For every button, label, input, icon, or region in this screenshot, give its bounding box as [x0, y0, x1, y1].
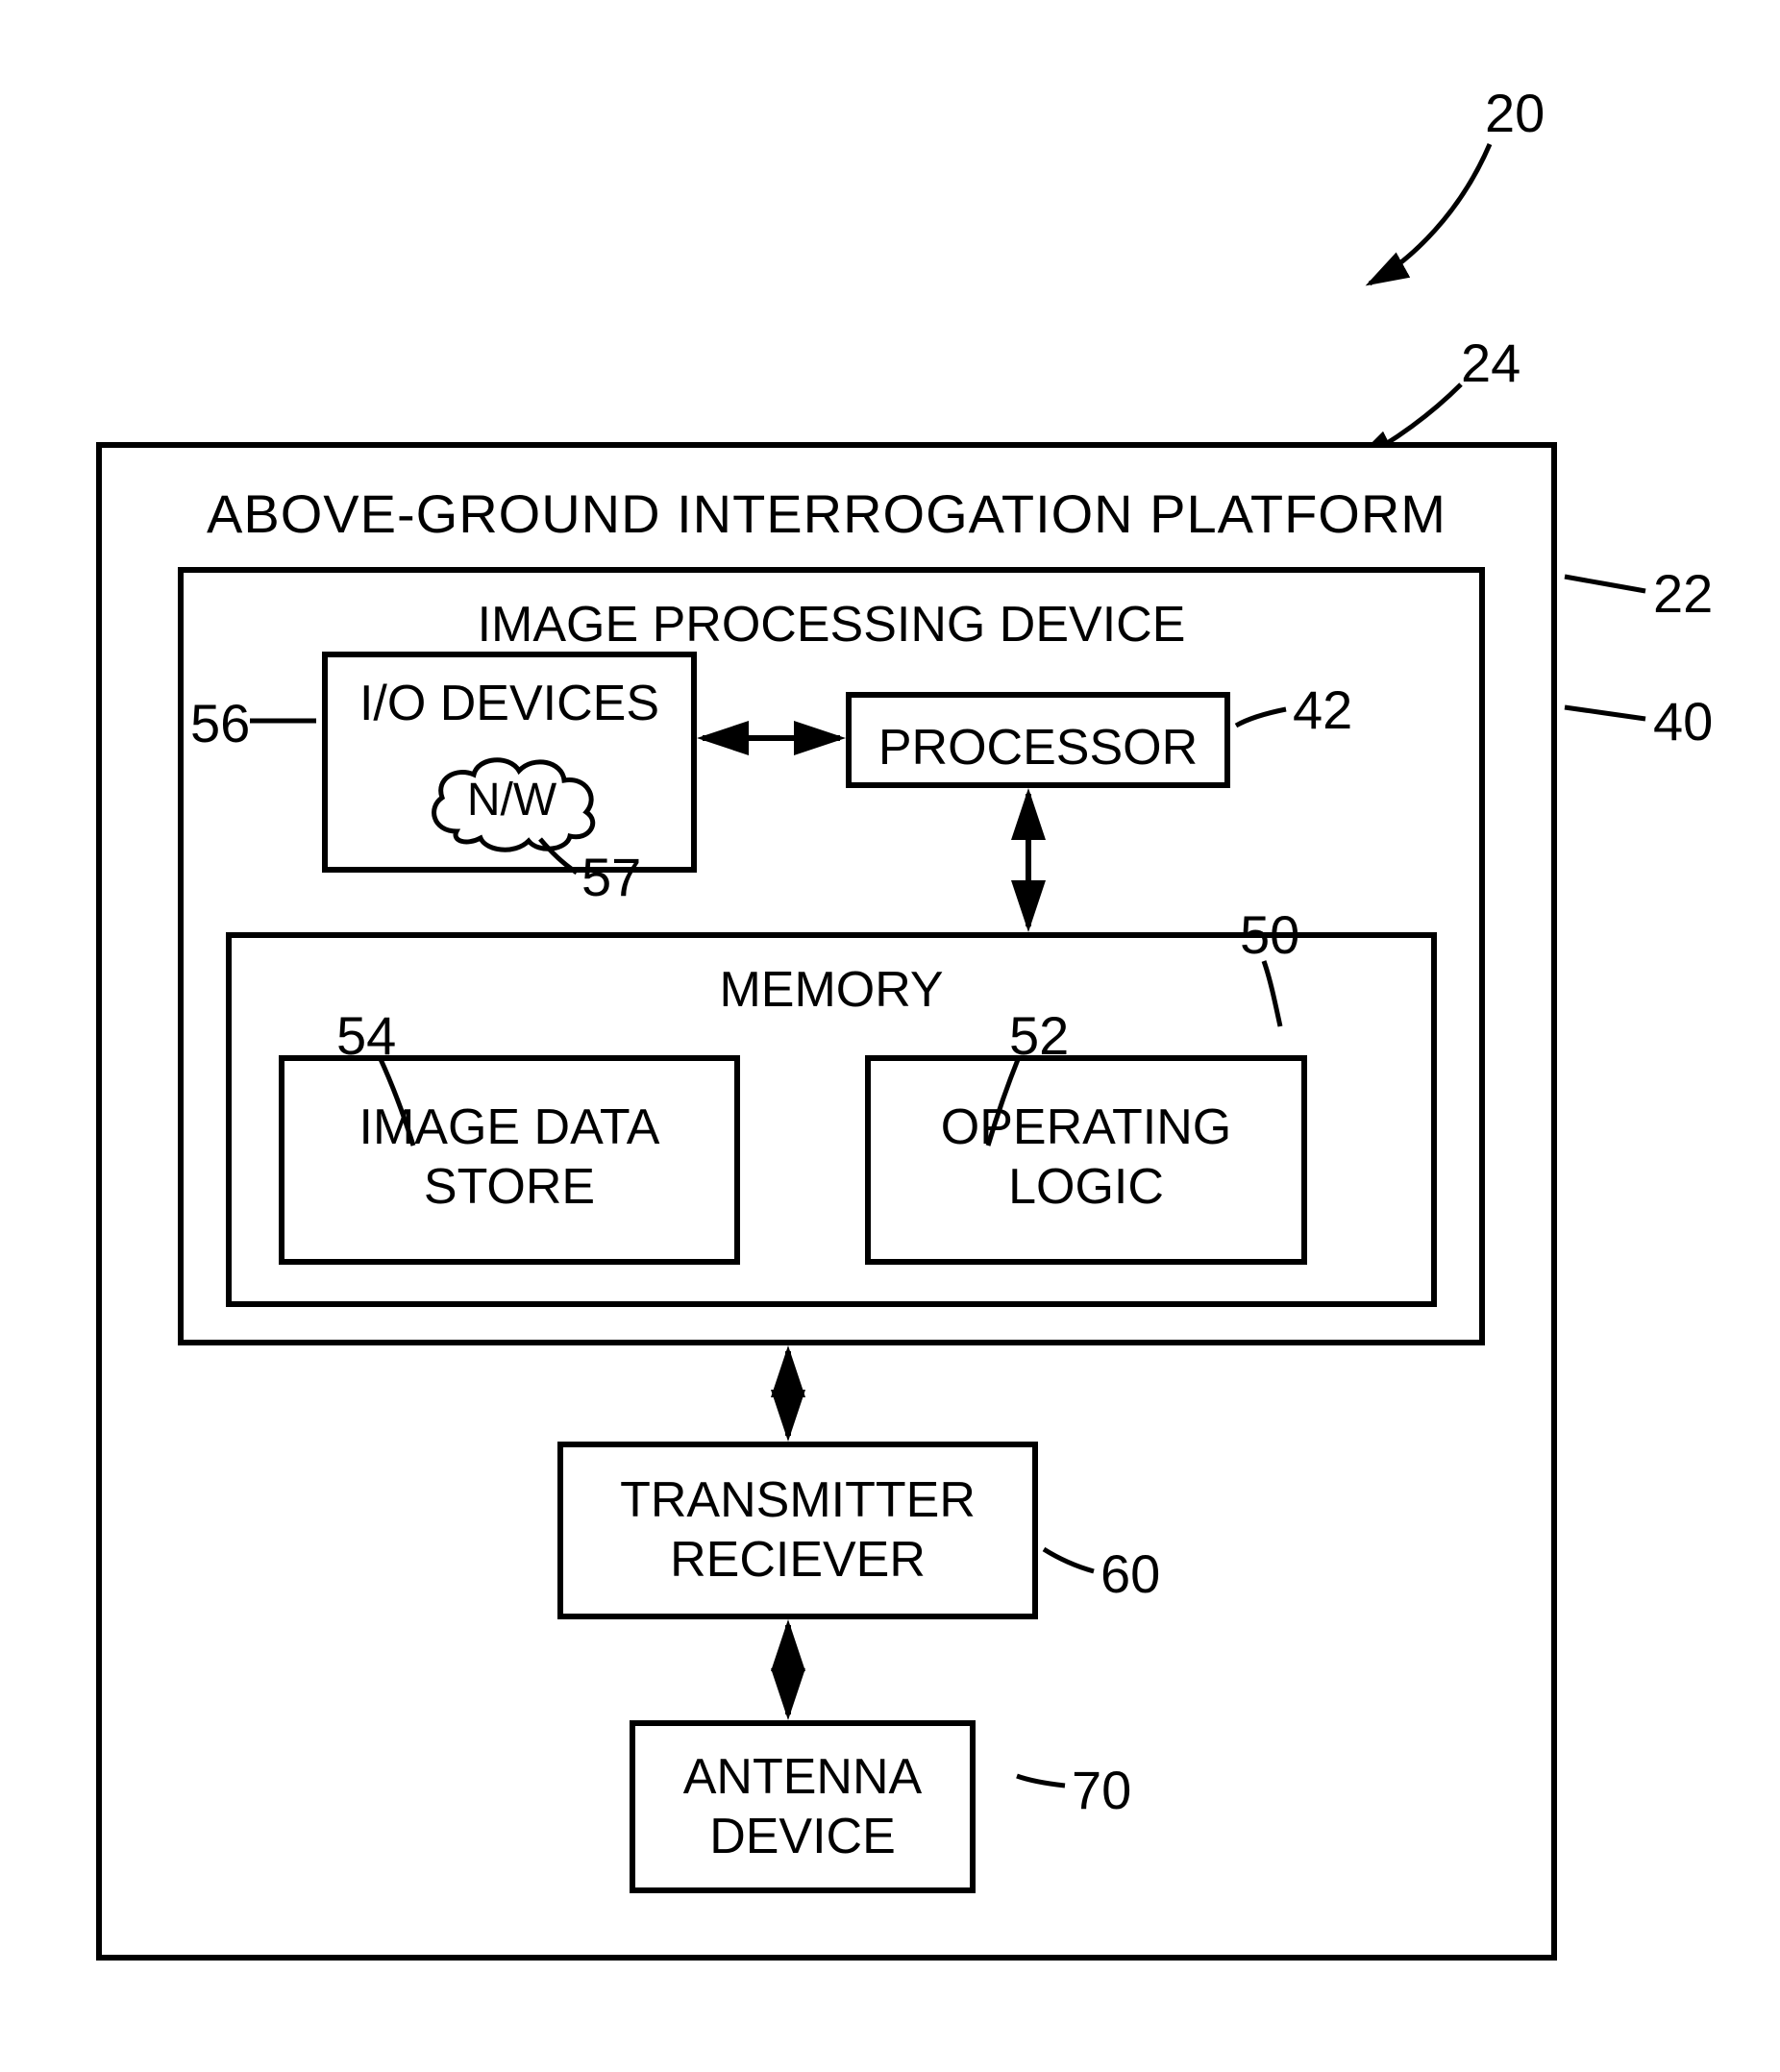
ref-54-label: 54: [336, 1004, 396, 1067]
tr-line2: RECIEVER: [670, 1532, 926, 1588]
antenna-device-box: ANTENNA DEVICE: [630, 1720, 976, 1893]
processor-box: PROCESSOR: [846, 692, 1230, 788]
antenna-device-title: ANTENNA DEVICE: [635, 1747, 970, 1867]
tr-line1: TRANSMITTER: [620, 1472, 976, 1528]
nw-cloud: N/W: [418, 750, 606, 857]
platform-title: ABOVE-GROUND INTERROGATION PLATFORM: [102, 482, 1551, 545]
ref-22-label: 22: [1653, 562, 1713, 625]
ref-40-label: 40: [1653, 690, 1713, 752]
ids-line2: STORE: [424, 1159, 595, 1215]
ids-line1: IMAGE DATA: [359, 1099, 660, 1155]
memory-title: MEMORY: [232, 961, 1431, 1019]
diagram-root: ABOVE-GROUND INTERROGATION PLATFORM IMAG…: [96, 442, 1634, 1980]
ref-50-label: 50: [1240, 903, 1299, 966]
ad-line2: DEVICE: [709, 1809, 896, 1864]
ref-70-label: 70: [1072, 1759, 1131, 1821]
transmitter-receiver-title: TRANSMITTER RECIEVER: [563, 1470, 1032, 1591]
operating-logic-title: OPERATING LOGIC: [871, 1098, 1301, 1218]
image-processing-title: IMAGE PROCESSING DEVICE: [184, 596, 1479, 654]
transmitter-receiver-box: TRANSMITTER RECIEVER: [557, 1442, 1038, 1619]
ref-52-label: 52: [1009, 1004, 1069, 1067]
ref-60-label: 60: [1100, 1542, 1160, 1605]
ref-57-label: 57: [581, 846, 641, 908]
nw-cloud-label: N/W: [467, 774, 556, 826]
io-devices-title: I/O DEVICES: [328, 675, 691, 732]
ol-line2: LOGIC: [1008, 1159, 1164, 1215]
ol-line1: OPERATING: [941, 1099, 1231, 1155]
operating-logic-box: OPERATING LOGIC: [865, 1055, 1307, 1265]
image-data-store-box: IMAGE DATA STORE: [279, 1055, 740, 1265]
ref-24-label: 24: [1461, 332, 1520, 394]
image-data-store-title: IMAGE DATA STORE: [284, 1098, 734, 1218]
ref-56-label: 56: [190, 692, 250, 754]
ad-line1: ANTENNA: [683, 1749, 922, 1805]
ref-42-label: 42: [1293, 678, 1352, 741]
processor-title: PROCESSOR: [852, 719, 1224, 777]
ref-20-label: 20: [1485, 82, 1545, 144]
